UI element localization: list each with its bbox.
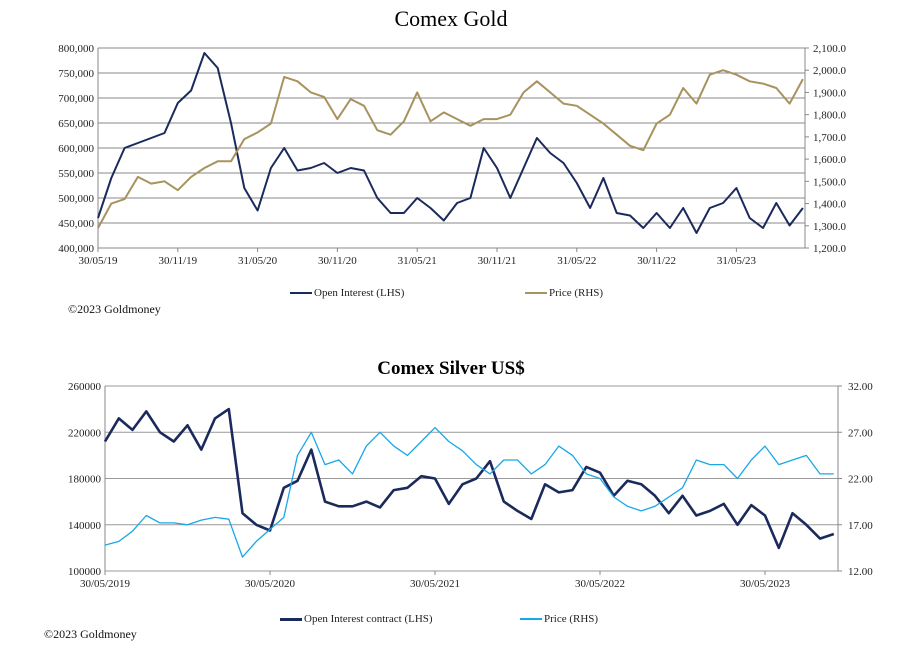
gold-legend-price: Price (RHS) <box>525 287 603 299</box>
x-tick-label: 31/05/23 <box>717 255 757 267</box>
y-right-tick-label: 12.00 <box>848 566 873 578</box>
y-left-tick-label: 100000 <box>68 566 102 578</box>
silver-price-line <box>104 426 834 558</box>
y-left-tick-label: 750,000 <box>58 68 94 80</box>
y-right-tick-label: 22.00 <box>848 474 873 486</box>
gold-chart-title: Comex Gold <box>394 6 508 31</box>
x-tick-label: 30/11/20 <box>318 255 357 267</box>
y-right-tick-label: 32.00 <box>848 381 873 393</box>
legend-swatch <box>280 617 302 621</box>
x-tick-label: 30/11/21 <box>478 255 517 267</box>
y-left-tick-label: 450,000 <box>58 218 94 230</box>
gold-price-line <box>97 69 804 229</box>
x-tick-label: 31/05/22 <box>557 255 596 267</box>
y-right-tick-label: 1,600.0 <box>813 154 847 166</box>
x-tick-label: 30/05/2021 <box>410 578 460 590</box>
y-right-tick-label: 17.00 <box>848 520 873 532</box>
y-left-tick-label: 500,000 <box>58 193 94 205</box>
y-left-tick-label: 260000 <box>68 381 102 393</box>
y-left-tick-label: 650,000 <box>58 118 94 130</box>
y-right-tick-label: 2,000.0 <box>813 65 847 77</box>
legend-swatch <box>520 618 542 620</box>
y-left-tick-label: 600,000 <box>58 143 94 155</box>
y-left-tick-label: 220000 <box>68 427 102 439</box>
x-tick-label: 30/05/2023 <box>740 578 791 590</box>
x-tick-label: 30/05/2020 <box>245 578 296 590</box>
legend-label: Price (RHS) <box>549 287 604 299</box>
y-left-tick-label: 140000 <box>68 520 102 532</box>
y-right-tick-label: 1,700.0 <box>813 132 847 144</box>
gold-copyright: ©2023 Goldmoney <box>68 302 161 316</box>
y-right-tick-label: 1,300.0 <box>813 221 847 233</box>
legend-label: Open Interest contract (LHS) <box>304 613 433 625</box>
x-tick-label: 30/11/19 <box>158 255 197 267</box>
legend-swatch <box>525 292 547 294</box>
silver-open-interest-line <box>103 407 835 550</box>
silver-chart-title: Comex Silver US$ <box>377 358 525 379</box>
y-right-tick-label: 1,500.0 <box>813 176 847 188</box>
silver-legend-price: Price (RHS) <box>520 613 598 625</box>
y-right-tick-label: 1,800.0 <box>813 110 847 122</box>
x-tick-label: 31/05/20 <box>238 255 278 267</box>
legend-label: Price (RHS) <box>544 613 599 625</box>
y-right-tick-label: 27.00 <box>848 427 873 439</box>
silver-legend-open-interest: Open Interest contract (LHS) <box>280 613 433 625</box>
silver-copyright: ©2023 Goldmoney <box>44 627 137 641</box>
gold-open-interest-line <box>97 52 804 234</box>
x-tick-label: 30/05/2019 <box>80 578 131 590</box>
y-right-tick-label: 2,100.0 <box>813 43 847 55</box>
legend-label: Open Interest (LHS) <box>314 287 405 299</box>
y-right-tick-label: 1,400.0 <box>813 199 847 211</box>
y-left-tick-label: 700,000 <box>58 93 94 105</box>
y-left-tick-label: 550,000 <box>58 168 94 180</box>
y-left-tick-label: 800,000 <box>58 43 94 55</box>
legend-swatch <box>290 292 312 294</box>
y-left-tick-label: 180000 <box>68 474 102 486</box>
y-right-tick-label: 1,200.0 <box>813 243 847 255</box>
y-right-tick-label: 1,900.0 <box>813 87 847 99</box>
y-left-tick-label: 400,000 <box>58 243 94 255</box>
x-tick-label: 31/05/21 <box>398 255 437 267</box>
gold-legend-open-interest: Open Interest (LHS) <box>290 287 404 299</box>
x-tick-label: 30/11/22 <box>637 255 676 267</box>
x-tick-label: 30/05/19 <box>78 255 118 267</box>
x-tick-label: 30/05/2022 <box>575 578 625 590</box>
